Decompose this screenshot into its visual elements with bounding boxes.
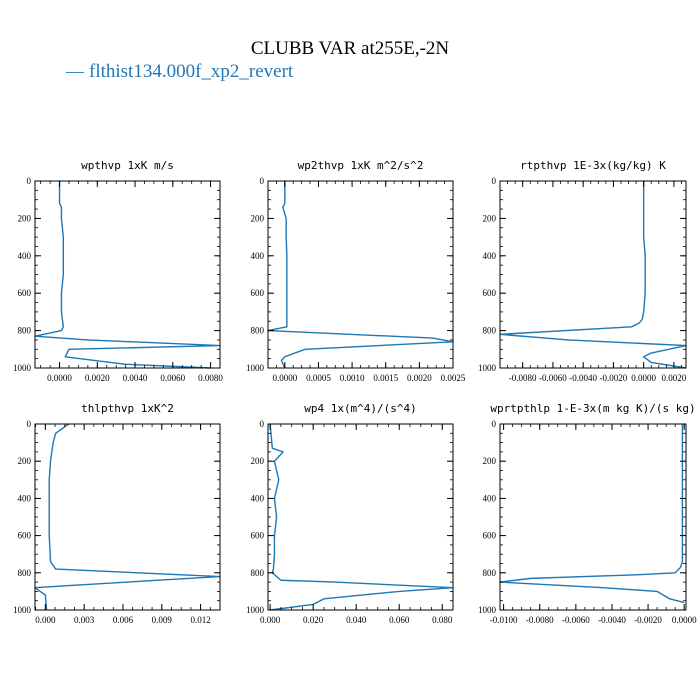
- y-tick-label: 600: [18, 288, 32, 298]
- x-tick-label: -0.0060: [562, 615, 590, 625]
- legend-label: flthist134.000f_xp2_revert: [89, 61, 294, 82]
- y-tick-label: 0: [260, 176, 265, 186]
- y-tick-label: 400: [251, 251, 265, 261]
- x-tick-label: 0.0040: [123, 373, 148, 383]
- axes-frame: [499, 180, 687, 369]
- y-tick-label: 600: [18, 531, 32, 541]
- panel-title: wpthvp 1xK m/s: [81, 159, 174, 172]
- y-tick-label: 600: [251, 288, 265, 298]
- x-tick-label: 0.009: [152, 615, 173, 625]
- series-line: [499, 181, 687, 369]
- x-tick-label: 0.0000: [272, 373, 297, 383]
- x-tick-label: 0.003: [74, 615, 95, 625]
- legend: — flthist134.000f_xp2_revert: [65, 61, 294, 82]
- x-tick-label: -0.0100: [490, 615, 518, 625]
- figure-title: CLUBB VAR at255E,-2N: [251, 38, 450, 59]
- y-tick-label: 1000: [246, 605, 265, 615]
- x-tick-label: 0.020: [303, 615, 324, 625]
- panel-title: wp2thvp 1xK m^2/s^2: [298, 159, 424, 172]
- x-tick-label: 0.0015: [373, 373, 398, 383]
- x-tick-label: 0.012: [190, 615, 210, 625]
- y-tick-label: 200: [483, 456, 497, 466]
- series-line: [269, 423, 454, 611]
- x-tick-label: -0.0040: [569, 373, 597, 383]
- y-tick-label: 1000: [246, 363, 265, 373]
- x-tick-label: 0.006: [113, 615, 134, 625]
- x-tick-label: 0.000: [260, 615, 281, 625]
- x-tick-label: 0.0025: [441, 373, 466, 383]
- y-tick-label: 0: [27, 419, 32, 429]
- x-tick-label: 0.0060: [160, 373, 185, 383]
- panel: wp2thvp 1xK m^2/s^2 0 200 400 600 800 1000 0.00…: [246, 159, 466, 383]
- y-tick-label: 200: [483, 213, 497, 223]
- axes-frame: [267, 180, 454, 369]
- y-tick-label: 600: [251, 531, 265, 541]
- x-tick-label: -0.0020: [634, 615, 662, 625]
- y-tick-label: 0: [260, 419, 265, 429]
- y-tick-label: 400: [483, 251, 497, 261]
- y-tick-label: 0: [27, 176, 32, 186]
- y-tick-label: 400: [18, 493, 32, 503]
- panel-title: wprtpthlp 1-E-3x(m kg K)/(s kg): [490, 402, 695, 415]
- panel-title: thlpthvp 1xK^2: [81, 402, 174, 415]
- x-tick-label: 0.0010: [340, 373, 365, 383]
- x-tick-label: 0.000: [35, 615, 56, 625]
- x-tick-label: 0.0020: [85, 373, 110, 383]
- series-line: [499, 424, 685, 604]
- y-tick-label: 400: [251, 493, 265, 503]
- x-tick-label: 0.0000: [47, 373, 72, 383]
- legend-marker: —: [65, 61, 85, 81]
- panel-title: rtpthvp 1E-3x(kg/kg) K: [520, 159, 666, 172]
- y-tick-label: 200: [18, 456, 32, 466]
- y-tick-label: 200: [18, 213, 32, 223]
- y-tick-label: 800: [483, 568, 497, 578]
- y-tick-label: 600: [483, 288, 497, 298]
- x-tick-label: -0.0060: [539, 373, 567, 383]
- y-tick-label: 400: [18, 251, 32, 261]
- y-tick-label: 0: [492, 176, 497, 186]
- x-tick-label: 0.060: [389, 615, 410, 625]
- y-tick-label: 800: [18, 568, 32, 578]
- y-tick-label: 800: [251, 326, 265, 336]
- y-tick-label: 1000: [478, 605, 497, 615]
- x-tick-label: -0.0080: [526, 615, 554, 625]
- x-tick-label: 0.0020: [407, 373, 432, 383]
- axes-frame: [267, 423, 454, 611]
- y-tick-label: 800: [18, 326, 32, 336]
- series-line: [34, 181, 221, 369]
- x-tick-label: -0.0020: [600, 373, 628, 383]
- axes-frame: [499, 423, 687, 611]
- panel: wpthvp 1xK m/s 0 200 400 600 800 1000 0.0000 0.0…: [13, 159, 223, 383]
- y-tick-label: 1000: [13, 605, 32, 615]
- y-tick-label: 1000: [13, 363, 32, 373]
- panel: wprtpthlp 1-E-3x(m kg K)/(s kg) 0 200 400 60…: [478, 402, 697, 625]
- y-tick-label: 800: [251, 568, 265, 578]
- y-tick-label: 1000: [478, 363, 497, 373]
- x-tick-label: 0.0000: [672, 615, 697, 625]
- y-tick-label: 400: [483, 493, 497, 503]
- y-tick-label: 0: [492, 419, 497, 429]
- y-tick-label: 800: [483, 326, 497, 336]
- x-tick-label: 0.080: [432, 615, 453, 625]
- x-tick-label: 0.0020: [662, 373, 687, 383]
- y-tick-label: 200: [251, 213, 265, 223]
- panel: rtpthvp 1E-3x(kg/kg) K 0 200 400 600 800 1000 -…: [478, 159, 687, 383]
- x-tick-label: 0.0005: [306, 373, 331, 383]
- panel-title: wp4 1x(m^4)/(s^4): [304, 402, 417, 415]
- series-line: [267, 181, 454, 369]
- y-tick-label: 200: [251, 456, 265, 466]
- x-tick-label: 0.0000: [631, 373, 656, 383]
- x-tick-label: 0.040: [346, 615, 367, 625]
- series-line: [34, 423, 221, 611]
- x-tick-label: -0.0080: [509, 373, 537, 383]
- x-tick-label: 0.0080: [198, 373, 223, 383]
- y-tick-label: 600: [483, 531, 497, 541]
- x-tick-label: -0.0040: [598, 615, 626, 625]
